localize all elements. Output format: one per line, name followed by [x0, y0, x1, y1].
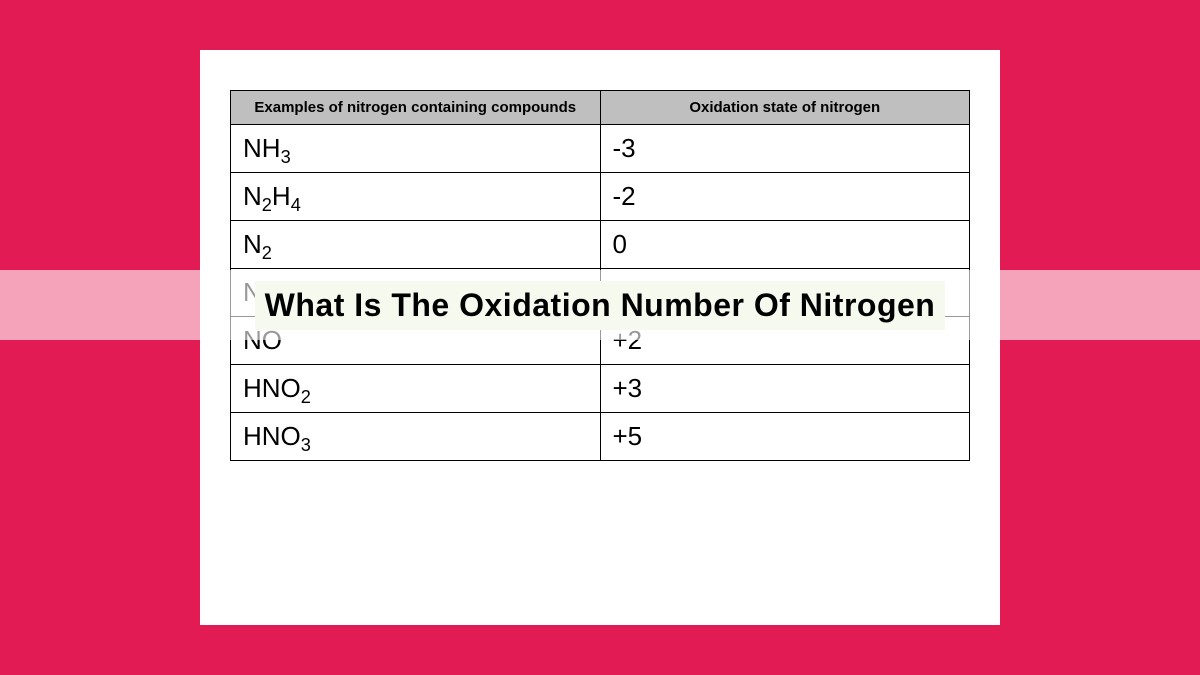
compound-cell: NH3: [231, 125, 601, 173]
compound-cell: HNO2: [231, 365, 601, 413]
state-cell: +3: [600, 365, 970, 413]
compound-cell: N2: [231, 221, 601, 269]
table-row: HNO2 +3: [231, 365, 970, 413]
table-row: NH3 -3: [231, 125, 970, 173]
state-cell: -3: [600, 125, 970, 173]
header-oxidation-state: Oxidation state of nitrogen: [600, 91, 970, 125]
header-compounds: Examples of nitrogen containing compound…: [231, 91, 601, 125]
table-row: HNO3 +5: [231, 413, 970, 461]
title-overlay-wrapper: What Is The Oxidation Number Of Nitrogen: [0, 270, 1200, 340]
state-cell: +5: [600, 413, 970, 461]
compound-cell: N2H4: [231, 173, 601, 221]
compound-cell: HNO3: [231, 413, 601, 461]
table-row: N2 0: [231, 221, 970, 269]
page-title: What Is The Oxidation Number Of Nitrogen: [255, 281, 946, 330]
state-cell: 0: [600, 221, 970, 269]
state-cell: -2: [600, 173, 970, 221]
table-row: N2H4 -2: [231, 173, 970, 221]
table-header-row: Examples of nitrogen containing compound…: [231, 91, 970, 125]
